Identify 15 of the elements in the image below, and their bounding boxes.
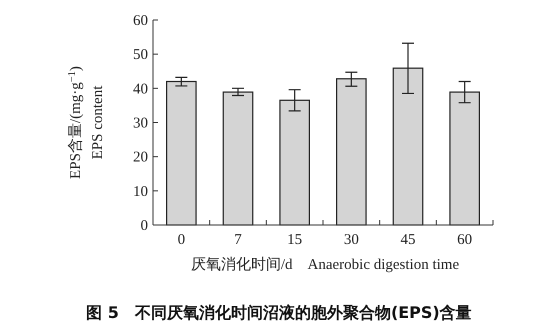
x-tick-label: 7: [234, 232, 242, 248]
x-axis-title: 厌氧消化时间/d Anaerobic digestion time: [190, 256, 460, 273]
x-tick-label: 0: [178, 232, 186, 248]
y-tick-label: 40: [133, 81, 148, 98]
y-tick-label: 60: [133, 13, 148, 29]
y-tick-label: 20: [133, 150, 148, 166]
x-tick-label: 60: [457, 232, 472, 248]
y-tick-label: 10: [133, 184, 148, 200]
x-tick-label: 45: [400, 232, 416, 248]
text: 图 5 不同厌氧消化时间沼液的胞外聚合物(EPS)含量: [86, 303, 472, 322]
y-tick-label: 0: [140, 218, 148, 234]
x-tick-label: 15: [287, 232, 302, 248]
x-tick-label: 30: [344, 232, 359, 248]
y-tick-label: 30: [133, 116, 148, 132]
y-tick-label: 50: [133, 47, 148, 64]
